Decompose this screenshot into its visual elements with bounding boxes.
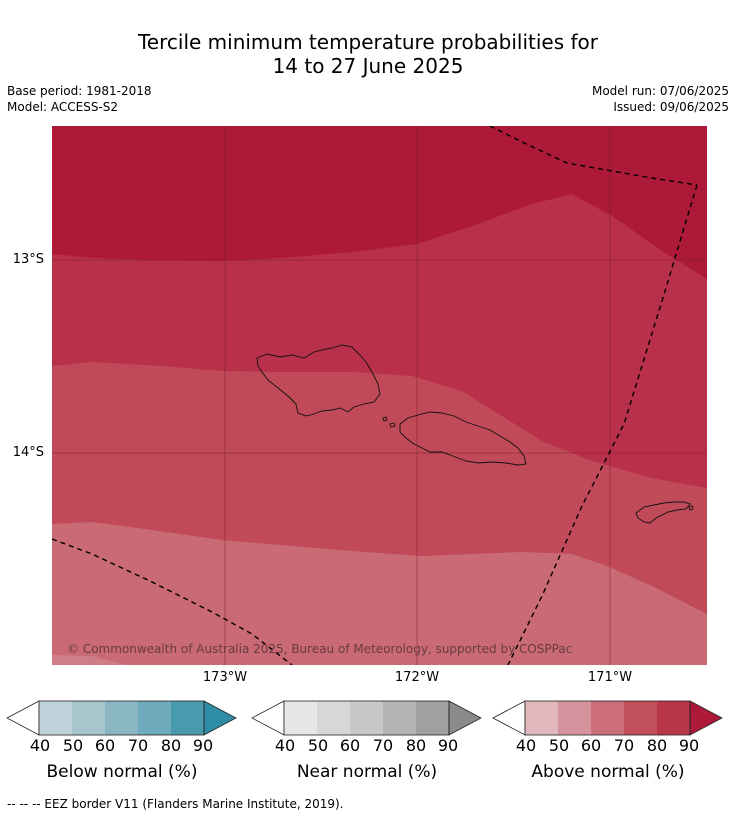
colorbar-above-title: Above normal (%) [531,762,685,782]
model-run: Model run: 07/06/2025 [591,84,729,98]
colorbar-above-arrow-right [689,700,723,736]
title-line-2: 14 to 27 June 2025 [272,54,464,78]
colorbar-below-seg-5 [171,701,204,735]
chart-title: Tercile minimum temperature probabilitie… [0,30,736,78]
copyright-notice: © Commonwealth of Australia 2025, Bureau… [67,642,573,656]
tick-near-80: 80 [405,736,427,755]
colorbar-below-seg-3 [105,701,138,735]
tick-near-60: 60 [339,736,361,755]
colorbar-below-normal [6,700,237,736]
island-tutuila [635,501,691,524]
islet-aunuu [688,505,694,511]
tick-above-80: 80 [646,736,668,755]
island-upolu [399,411,527,466]
tick-below-80: 80 [160,736,182,755]
tick-above-40: 40 [515,736,537,755]
zone-90 [52,126,707,279]
colorbar-near-seg-3 [350,701,383,735]
colorbar-above-seg-1 [525,701,558,735]
colorbar-below-title: Below normal (%) [46,762,198,782]
zone-60-corner [52,655,127,665]
tick-below-50: 50 [62,736,84,755]
eez-line-north [489,126,698,186]
meta-right: Model run: 07/06/2025 Issued: 09/06/2025 [592,83,729,115]
colorbar-near-seg-1 [284,701,317,735]
colorbar-above-seg-2 [558,701,591,735]
colorbar-below-arrow-right [203,700,237,736]
tick-near-50: 50 [307,736,329,755]
colorbar-near-title: Near normal (%) [296,762,438,782]
eez-line-east [507,184,698,665]
coastlines [256,344,694,524]
meta-left: Base period: 1981-2018 Model: ACCESS-S2 [7,83,152,115]
tick-above-60: 60 [580,736,602,755]
lat-label-14s: 14°S [12,445,44,460]
islet-manono [389,422,396,428]
colorbar-below-seg-1 [39,701,72,735]
colorbar-above-normal [492,700,723,736]
colorbar-above-seg-3 [591,701,624,735]
eez-legend-note: -- -- -- EEZ border V11 (Flanders Marine… [7,797,344,811]
colorbar-below-seg-2 [72,701,105,735]
lon-label-173w: 173°W [202,670,248,685]
lon-label-172w: 172°W [394,670,440,685]
issued-date: Issued: 09/06/2025 [613,100,729,114]
colorbar-below-seg-4 [138,701,171,735]
eez-borders [52,126,698,665]
colorbar-above-seg-5 [657,701,690,735]
graticule [52,126,707,665]
tick-below-40: 40 [29,736,51,755]
base-period: Base period: 1981-2018 [7,84,152,98]
tick-below-90: 90 [192,736,214,755]
colorbar-near-seg-5 [416,701,449,735]
islet-apolima [382,416,388,422]
tick-near-40: 40 [274,736,296,755]
tick-near-90: 90 [437,736,459,755]
tick-below-70: 70 [127,736,149,755]
tick-near-70: 70 [372,736,394,755]
lon-label-171w: 171°W [587,670,633,685]
colorbar-above-arrow-left [492,700,526,736]
colorbar-above-frame [524,700,691,736]
colorbar-near-normal [251,700,482,736]
model-name: Model: ACCESS-S2 [7,100,119,114]
colorbar-near-frame [283,700,450,736]
colorbar-above-seg-4 [624,701,657,735]
lat-label-13s: 13°S [12,252,44,267]
island-savaii [256,344,381,417]
title-line-1: Tercile minimum temperature probabilitie… [137,30,599,54]
colorbar-near-arrow-left [251,700,285,736]
tick-above-90: 90 [678,736,700,755]
colorbar-near-seg-2 [317,701,350,735]
tick-above-70: 70 [613,736,635,755]
probability-map [52,126,707,665]
tick-below-60: 60 [94,736,116,755]
colorbar-near-seg-4 [383,701,416,735]
tick-above-50: 50 [548,736,570,755]
colorbar-below-frame [38,700,205,736]
colorbar-near-arrow-right [448,700,482,736]
colorbar-below-arrow-left [6,700,40,736]
